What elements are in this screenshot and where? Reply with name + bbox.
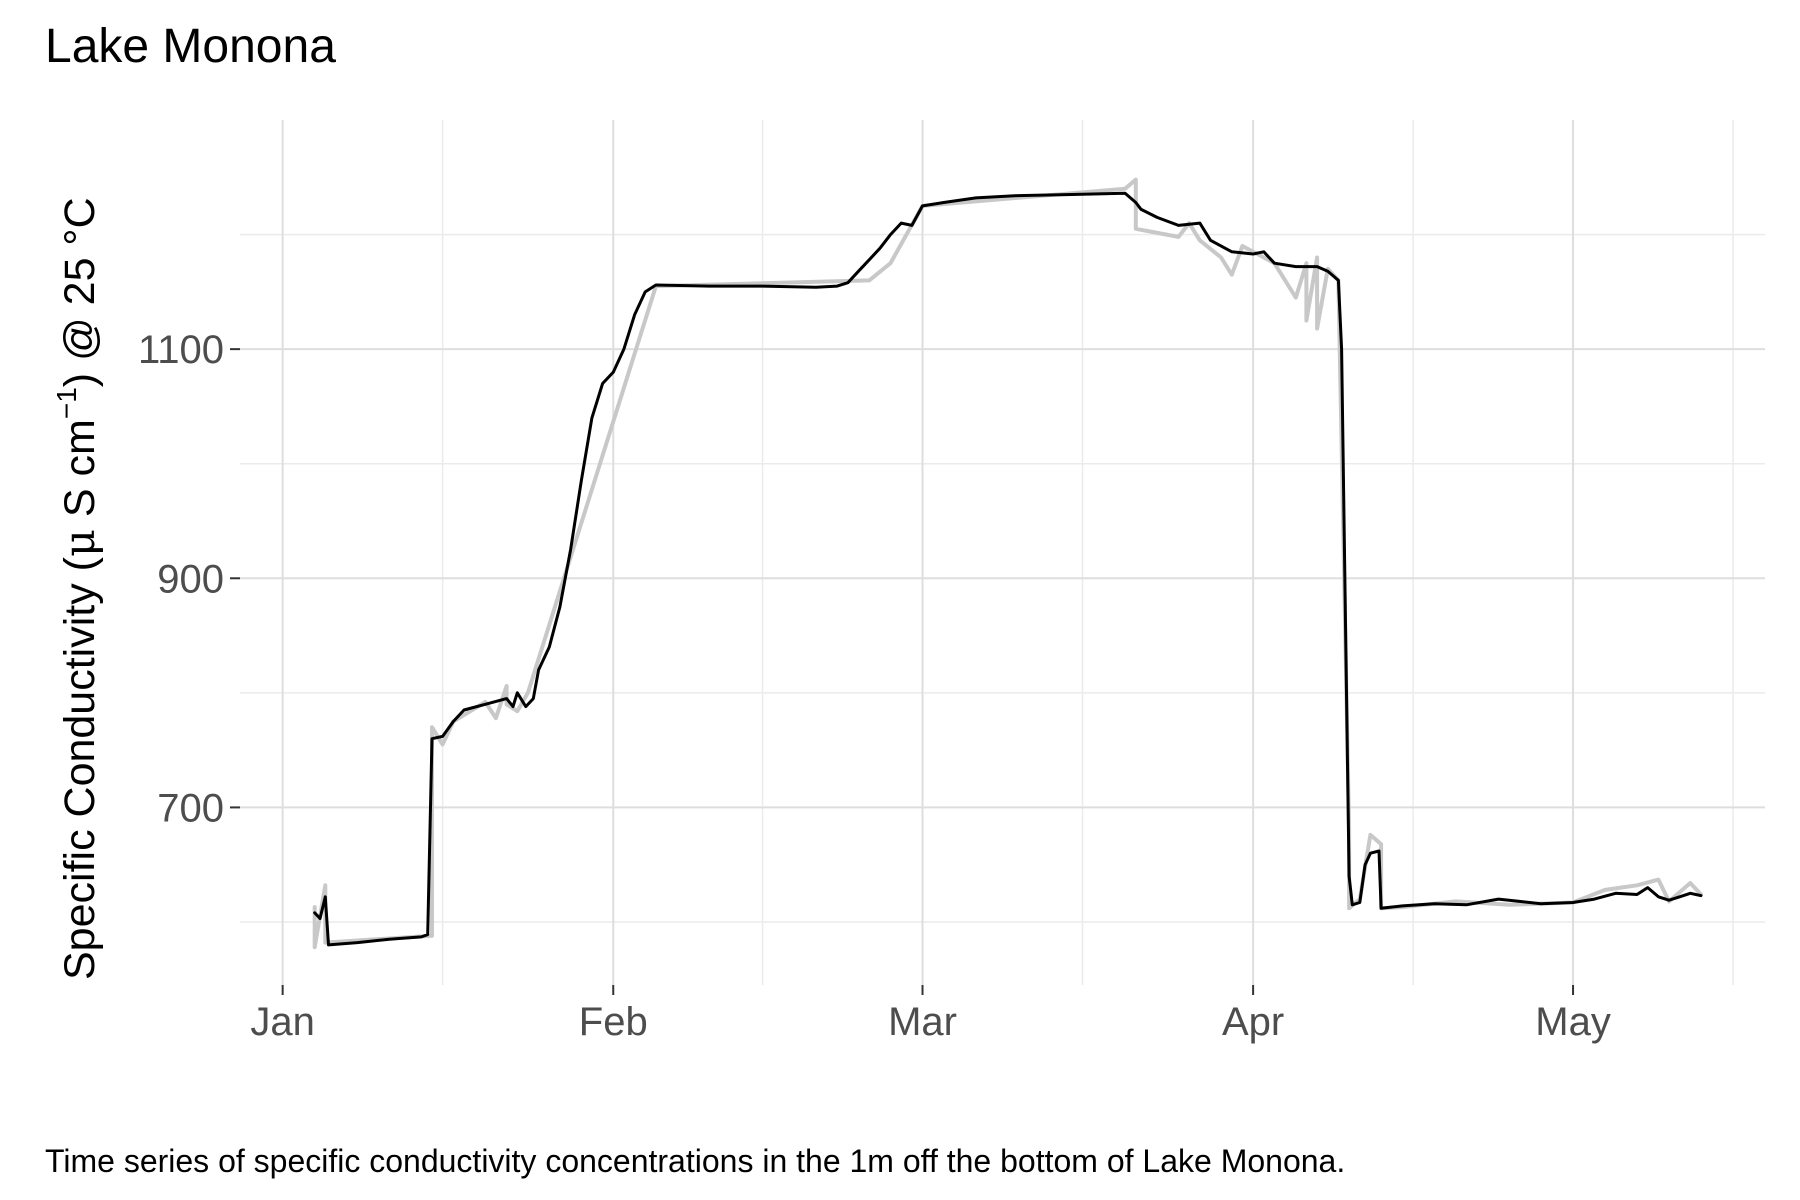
- x-tick-label: Apr: [1222, 1000, 1284, 1044]
- x-axis: Jan Feb Mar Apr May: [250, 985, 1611, 1044]
- x-tick-label: Jan: [250, 1000, 315, 1044]
- series-line-smoothed: [313, 191, 1703, 947]
- series-layer: [312, 177, 1703, 950]
- x-tick-label: May: [1535, 1000, 1611, 1044]
- major-gridlines: [240, 120, 1765, 985]
- chart-caption: Time series of specific conductivity con…: [45, 1143, 1345, 1179]
- y-tick-label: 700: [157, 786, 224, 830]
- y-axis-title: Specific Conductivity (μ S cm−1) @ 25 °C: [51, 197, 105, 980]
- y-tick-label: 900: [157, 557, 224, 601]
- y-axis: 700 900 1100: [138, 328, 240, 830]
- series-line-raw: [312, 177, 1703, 950]
- x-tick-label: Mar: [888, 1000, 957, 1044]
- y-tick-label: 1100: [138, 328, 224, 372]
- minor-gridlines: [240, 120, 1765, 985]
- chart-title: Lake Monona: [45, 20, 336, 73]
- x-tick-label: Feb: [579, 1000, 648, 1044]
